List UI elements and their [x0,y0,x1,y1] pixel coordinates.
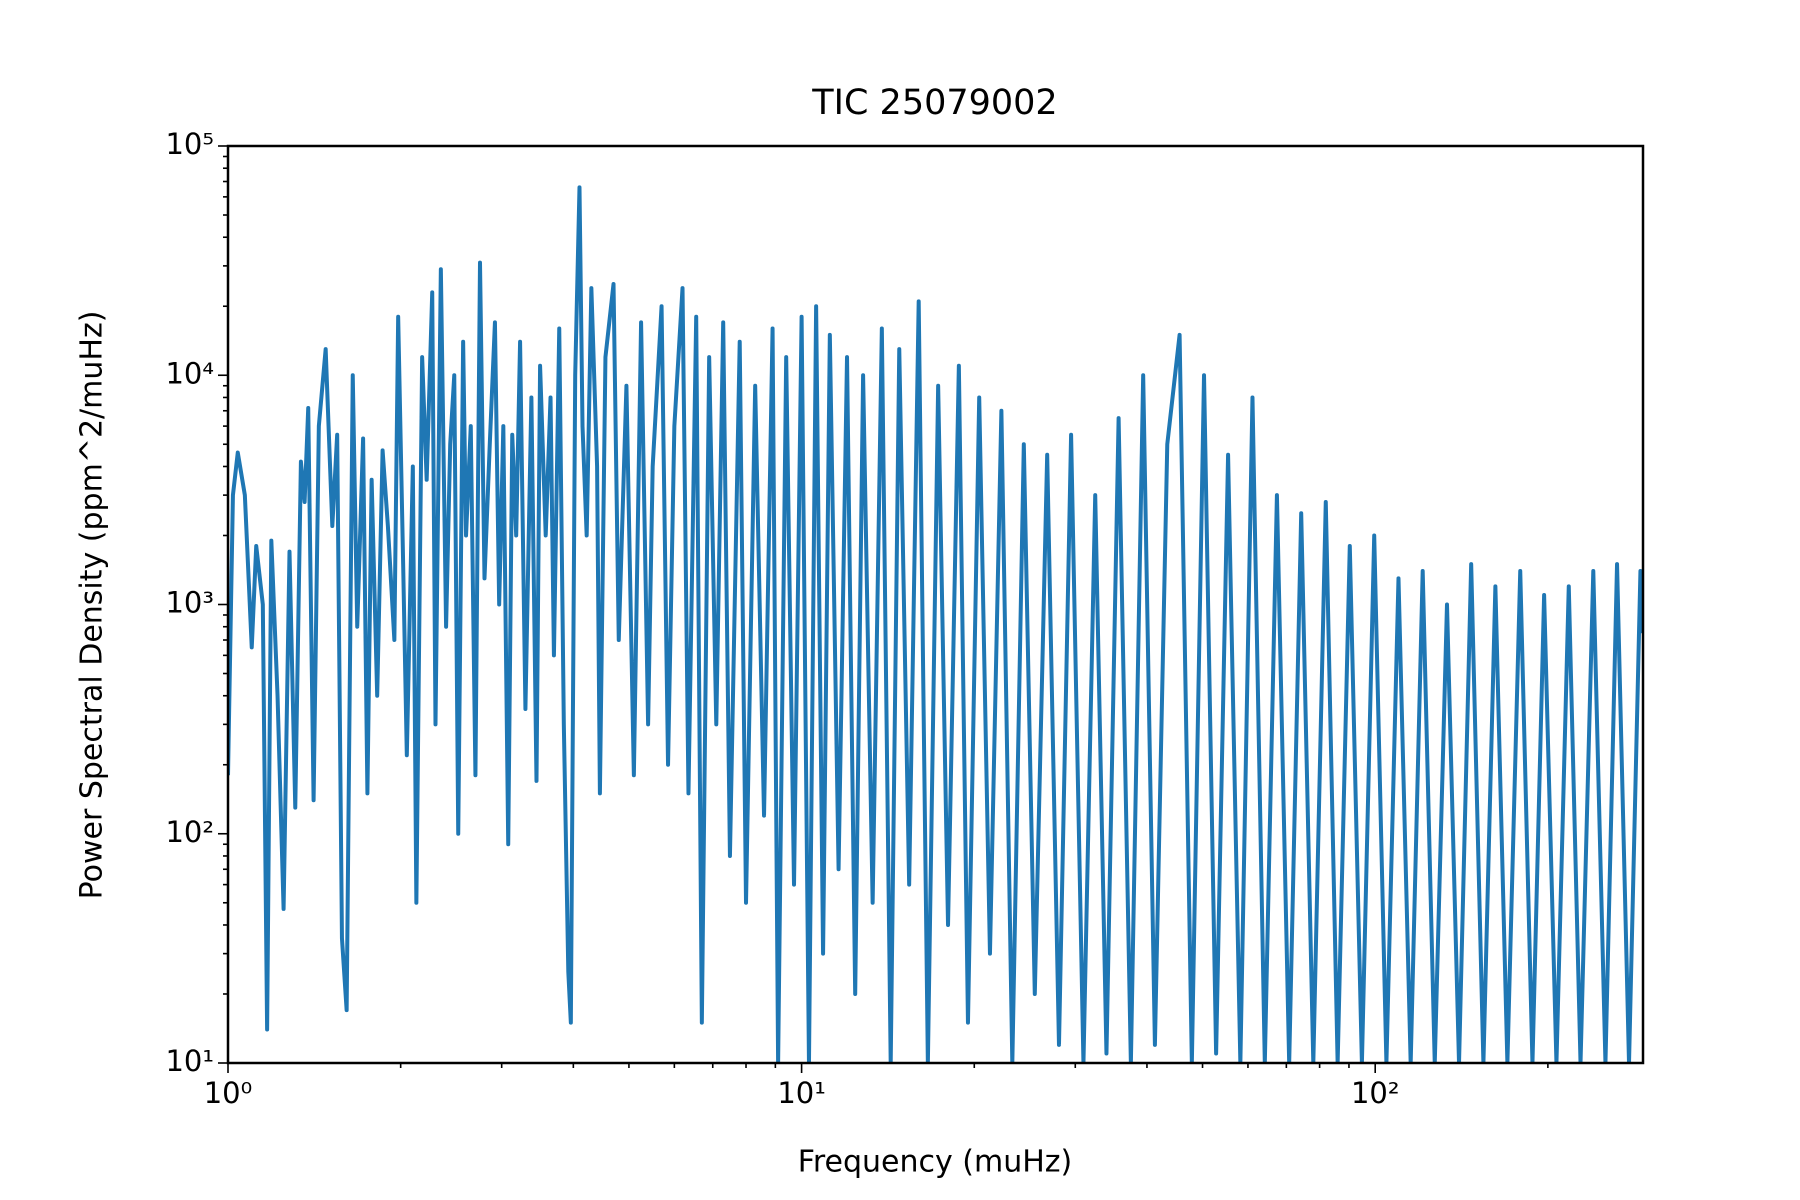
x-tick-label: 10⁰ [204,1076,253,1110]
y-tick-label: 10¹ [165,1044,214,1078]
psd-line [228,185,1643,1063]
x-axis-label: Frequency (muHz) [798,1145,1072,1180]
x-tick-label: 10² [1351,1076,1400,1110]
y-axis-label: Power Spectral Density (ppm^2/muHz) [75,311,110,900]
y-tick-label: 10² [165,815,214,849]
plot-area [228,185,1643,1063]
y-tick-label: 10³ [165,586,214,620]
x-tick-label: 10¹ [777,1076,826,1110]
y-tick-label: 10⁵ [165,127,214,161]
chart-title: TIC 25079002 [811,83,1057,123]
y-tick-label: 10⁴ [165,356,214,390]
